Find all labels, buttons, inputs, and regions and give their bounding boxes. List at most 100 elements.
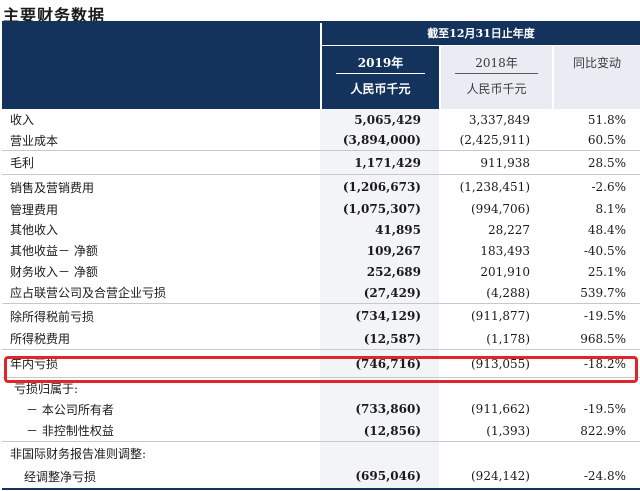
header-change-label: 同比变动 — [572, 56, 621, 70]
table-row: 毛利 1,171,429 911,938 28.5% — [2, 151, 640, 175]
value-2019: (12,856) — [320, 420, 439, 441]
row-label: 毛利 — [10, 156, 35, 170]
table-row: 经调整净亏损 (695,046) (924,142) -24.8% — [2, 464, 640, 488]
value-change: -19.5% — [583, 309, 626, 323]
value-2019: 5,065,429 — [320, 109, 439, 130]
value-2018: (4,288) — [486, 285, 530, 300]
value-change — [552, 378, 640, 398]
value-2018: (911,662) — [471, 402, 530, 416]
value-2019: (746,716) — [320, 350, 439, 377]
value-2018: (1,393) — [486, 423, 530, 438]
row-label: － 本公司所有者 — [26, 402, 114, 417]
header-2018-underline — [455, 73, 538, 74]
row-label: 非国际财务报告准则调整: — [10, 446, 147, 461]
row-label: 经调整净亏损 — [24, 469, 97, 484]
value-change: -24.8% — [583, 469, 626, 483]
table-row: 应占联营公司及合营企业亏损 (27,429) (4,288) 539.7% — [2, 282, 640, 304]
header-period: 截至12月31日止年度 — [322, 23, 640, 45]
value-change: 48.4% — [587, 222, 626, 237]
header-label-cell — [2, 23, 320, 109]
value-2018: (2,425,911) — [459, 133, 530, 147]
value-change: 8.1% — [595, 202, 627, 216]
value-2018: 3,337,849 — [468, 112, 530, 127]
row-label: 所得税费用 — [10, 332, 71, 346]
table-row: － 非控制性权益 (12,856) (1,393) 822.9% — [2, 420, 640, 442]
row-label: 财务收入－ 净额 — [10, 265, 98, 279]
value-change: -18.2% — [583, 356, 626, 371]
header-2019-currency: 人民币千元 — [350, 82, 411, 96]
value-2019: (27,429) — [320, 282, 439, 303]
value-change: 51.8% — [587, 112, 626, 127]
value-change: -19.5% — [583, 402, 626, 416]
value-change: 822.9% — [580, 423, 626, 438]
row-label: 管理费用 — [10, 202, 59, 217]
table-row: 其他收益－ 净额 109,267 183,493 -40.5% — [2, 240, 640, 261]
value-2019: 109,267 — [320, 240, 439, 261]
header-2018: 2018年 人民币千元 — [441, 46, 552, 109]
table-row: 除所得税前亏损 (734,129) (911,877) -19.5% — [2, 304, 640, 328]
row-label: 应占联营公司及合营企业亏损 — [10, 286, 167, 300]
row-label: 营业成本 — [10, 133, 59, 148]
value-2019: (3,894,000) — [320, 130, 439, 150]
header-2018-currency: 人民币千元 — [466, 82, 527, 96]
row-label: 年内亏损 — [10, 357, 59, 371]
table-row: 销售及营销费用 (1,206,673) (1,238,451) -2.6% — [2, 175, 640, 199]
value-2019: 1,171,429 — [320, 151, 439, 174]
row-label: － 非控制性权益 — [26, 424, 114, 438]
value-2018: 201,910 — [480, 264, 530, 279]
row-label: 收入 — [10, 113, 35, 127]
row-label: 除所得税前亏损 — [10, 309, 95, 324]
value-change: 25.1% — [587, 264, 626, 279]
value-change — [552, 442, 640, 464]
value-2019 — [320, 442, 439, 464]
value-2018 — [439, 442, 552, 464]
value-2019: (1,206,673) — [320, 175, 439, 199]
page-title: 主要财务数据 — [3, 6, 106, 25]
value-change: 968.5% — [580, 331, 626, 346]
bottom-rule — [2, 488, 640, 490]
value-2018 — [439, 378, 552, 398]
value-2018: 28,227 — [488, 222, 530, 237]
value-2018: (1,238,451) — [459, 180, 530, 194]
financial-table-body: 收入 5,065,429 3,337,849 51.8% 营业成本 (3,894… — [2, 109, 640, 488]
title-rule — [2, 21, 640, 23]
header-2019-year: 2019年 — [357, 56, 404, 70]
header-2019-underline — [336, 73, 425, 74]
value-change: 60.5% — [587, 133, 626, 147]
row-label: 亏损归属于: — [14, 381, 79, 396]
table-row: 其他收入 41,895 28,227 48.4% — [2, 219, 640, 240]
value-change: -40.5% — [583, 243, 626, 258]
value-2018: (994,706) — [471, 202, 530, 216]
table-row: 营业成本 (3,894,000) (2,425,911) 60.5% — [2, 130, 640, 151]
row-label: 其他收益－ 净额 — [10, 244, 98, 258]
value-2019: (695,046) — [320, 464, 439, 488]
value-2018: 911,938 — [480, 155, 530, 170]
value-2019: (734,129) — [320, 304, 439, 328]
table-row: 财务收入－ 净额 252,689 201,910 25.1% — [2, 261, 640, 282]
value-2018: (924,142) — [471, 469, 530, 483]
table-row: 管理费用 (1,075,307) (994,706) 8.1% — [2, 199, 640, 219]
row-label: 销售及营销费用 — [10, 180, 95, 195]
value-2019: (12,587) — [320, 328, 439, 349]
table-row: 收入 5,065,429 3,337,849 51.8% — [2, 109, 640, 130]
row-label: 其他收入 — [10, 223, 59, 237]
value-2019: (733,860) — [320, 398, 439, 420]
value-change: 539.7% — [580, 285, 626, 300]
value-2018: (913,055) — [471, 356, 530, 371]
value-2018: (1,178) — [486, 331, 530, 346]
table-row-highlighted: 年内亏损 (746,716) (913,055) -18.2% — [2, 350, 640, 378]
table-row: － 本公司所有者 (733,860) (911,662) -19.5% — [2, 398, 640, 420]
value-change: -2.6% — [591, 180, 626, 194]
table-row: 非国际财务报告准则调整: — [2, 442, 640, 464]
header-2018-year: 2018年 — [475, 56, 518, 70]
value-change: 28.5% — [587, 155, 626, 170]
table-row: 所得税费用 (12,587) (1,178) 968.5% — [2, 328, 640, 350]
value-2018: (911,877) — [471, 309, 530, 323]
header-change: 同比变动 — [554, 46, 640, 109]
table-row: 亏损归属于: — [2, 378, 640, 398]
value-2019: 41,895 — [320, 219, 439, 240]
value-2019: (1,075,307) — [320, 199, 439, 219]
header-2019: 2019年 人民币千元 — [322, 46, 439, 109]
value-2019 — [320, 378, 439, 398]
value-2018: 183,493 — [480, 243, 530, 258]
